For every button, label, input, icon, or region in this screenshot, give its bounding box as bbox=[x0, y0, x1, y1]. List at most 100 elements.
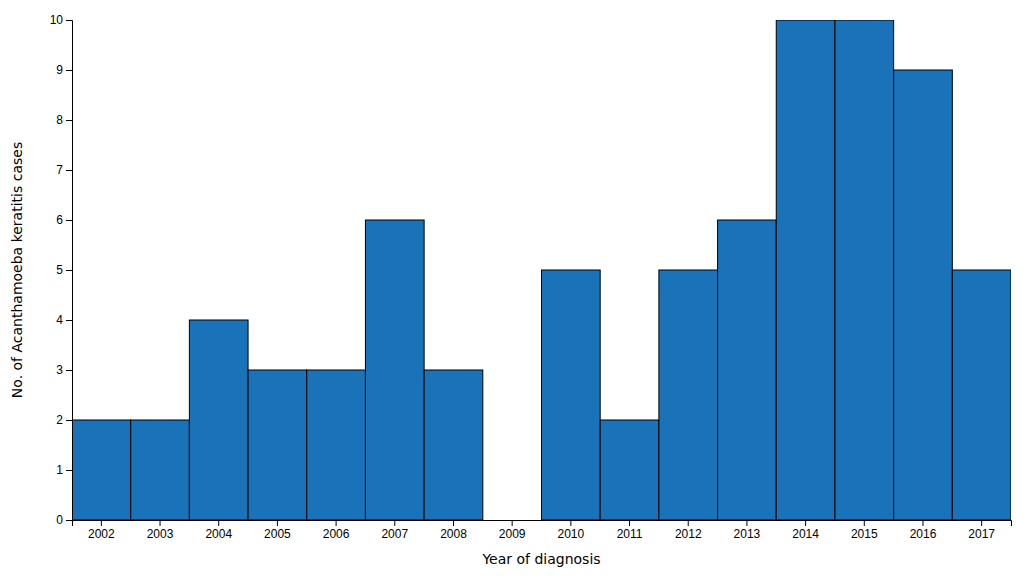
plot-area: 2002200320042005200620072008200920102011… bbox=[50, 13, 1012, 540]
y-tick-mark bbox=[66, 20, 72, 21]
y-tick-mark bbox=[66, 370, 72, 371]
bar bbox=[952, 270, 1011, 520]
y-tick: 5 bbox=[56, 263, 72, 277]
y-tick-label: 5 bbox=[56, 263, 63, 277]
x-tick-mark bbox=[629, 520, 630, 526]
y-tick-label: 3 bbox=[56, 363, 63, 377]
y-tick-label: 8 bbox=[56, 113, 63, 127]
bar bbox=[365, 220, 424, 520]
x-tick-label: 2003 bbox=[147, 527, 174, 541]
x-tick-label: 2008 bbox=[440, 527, 467, 541]
x-tick: 2012 bbox=[675, 520, 702, 541]
x-tick: 2008 bbox=[440, 520, 467, 541]
x-tick-label: 2017 bbox=[968, 527, 995, 541]
x-tick-mark bbox=[218, 520, 219, 526]
x-tick: 2014 bbox=[792, 520, 819, 541]
x-tick-mark bbox=[336, 520, 337, 526]
x-tick-label: 2014 bbox=[792, 527, 819, 541]
x-tick-mark bbox=[805, 520, 806, 526]
bar bbox=[659, 270, 718, 520]
x-tick-mark bbox=[453, 520, 454, 526]
x-tick-label: 2007 bbox=[381, 527, 408, 541]
x-tick: 2003 bbox=[147, 520, 174, 541]
y-tick-mark bbox=[66, 170, 72, 171]
x-tick: 2013 bbox=[734, 520, 761, 541]
y-tick-mark bbox=[66, 520, 72, 521]
y-tick: 8 bbox=[56, 113, 72, 127]
y-tick: 0 bbox=[56, 513, 72, 527]
y-tick-mark bbox=[66, 70, 72, 71]
y-tick-mark bbox=[66, 270, 72, 271]
x-tick-label: 2015 bbox=[851, 527, 878, 541]
x-tick: 2009 bbox=[499, 520, 526, 541]
x-axis: 2002 2003 2004 2005 2006 2007 2008 2009 2010 2011… bbox=[73, 520, 1012, 541]
x-tick-label: 2005 bbox=[264, 527, 291, 541]
x-tick: 2007 bbox=[381, 520, 408, 541]
chart-svg: 2002200320042005200620072008200920102011… bbox=[0, 0, 1035, 580]
bar bbox=[542, 270, 601, 520]
x-tick: 2015 bbox=[851, 520, 878, 541]
x-tick-label: 2016 bbox=[910, 527, 937, 541]
y-tick-label: 0 bbox=[56, 513, 63, 527]
bar bbox=[307, 370, 366, 520]
y-tick-label: 7 bbox=[56, 163, 63, 177]
x-tick-mark bbox=[746, 520, 747, 526]
y-tick: 3 bbox=[56, 363, 72, 377]
x-axis-line bbox=[73, 521, 1012, 527]
x-tick: 2002 bbox=[88, 520, 115, 541]
x-tick: 2016 bbox=[910, 520, 937, 541]
y-tick-label: 6 bbox=[56, 213, 63, 227]
y-tick: 4 bbox=[56, 313, 72, 327]
x-tick-label: 2006 bbox=[323, 527, 350, 541]
y-axis: 0 1 2 3 4 5 6 7 8 9 10 bbox=[50, 13, 73, 527]
x-tick-label: 2009 bbox=[499, 527, 526, 541]
x-axis-title: Year of diagnosis bbox=[481, 551, 600, 567]
y-tick-label: 1 bbox=[56, 463, 63, 477]
bar bbox=[776, 20, 835, 520]
y-tick: 2 bbox=[56, 413, 72, 427]
bar bbox=[131, 420, 190, 520]
x-tick: 2010 bbox=[557, 520, 584, 541]
y-tick-mark bbox=[66, 420, 72, 421]
x-tick-label: 2013 bbox=[734, 527, 761, 541]
y-tick: 1 bbox=[56, 463, 72, 477]
y-tick-mark bbox=[66, 120, 72, 121]
y-tick: 6 bbox=[56, 213, 72, 227]
y-tick-mark bbox=[66, 470, 72, 471]
x-tick-mark bbox=[864, 520, 865, 526]
bar bbox=[248, 370, 307, 520]
x-tick-label: 2012 bbox=[675, 527, 702, 541]
y-axis-line bbox=[66, 21, 73, 521]
y-tick: 10 bbox=[50, 13, 72, 27]
bars bbox=[72, 20, 1011, 520]
y-tick-mark bbox=[66, 220, 72, 221]
bar bbox=[189, 320, 248, 520]
chart-container: 2002200320042005200620072008200920102011… bbox=[0, 0, 1035, 580]
bar bbox=[483, 520, 542, 521]
bar bbox=[718, 220, 777, 520]
x-tick-label: 2002 bbox=[88, 527, 115, 541]
x-tick-mark bbox=[277, 520, 278, 526]
x-tick-mark bbox=[981, 520, 982, 526]
x-tick: 2006 bbox=[323, 520, 350, 541]
bar bbox=[72, 420, 131, 520]
bar bbox=[424, 370, 483, 520]
x-tick-mark bbox=[922, 520, 923, 526]
y-tick-mark bbox=[66, 320, 72, 321]
bar bbox=[894, 70, 953, 520]
x-tick-mark bbox=[394, 520, 395, 526]
y-axis-title: No. of Acanthamoeba keratitis cases bbox=[9, 142, 25, 398]
x-tick-mark bbox=[160, 520, 161, 526]
y-tick-label: 4 bbox=[56, 313, 63, 327]
bar bbox=[835, 20, 894, 520]
y-tick: 7 bbox=[56, 163, 72, 177]
x-tick: 2017 bbox=[968, 520, 995, 541]
y-tick: 9 bbox=[56, 63, 72, 77]
x-tick-mark bbox=[688, 520, 689, 526]
x-tick-label: 2010 bbox=[557, 527, 584, 541]
bar bbox=[600, 420, 659, 520]
x-tick-mark bbox=[101, 520, 102, 526]
y-tick-label: 10 bbox=[50, 13, 64, 27]
x-tick: 2011 bbox=[617, 520, 643, 541]
x-tick: 2004 bbox=[205, 520, 232, 541]
